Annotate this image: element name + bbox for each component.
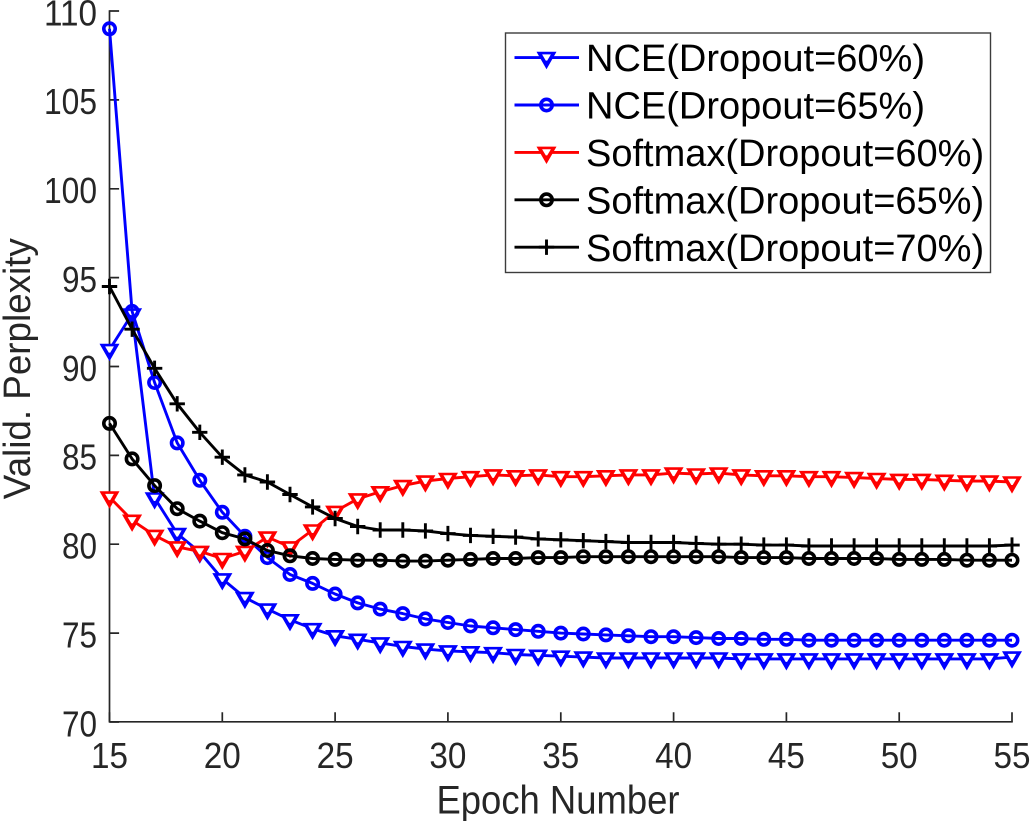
svg-text:Softmax(Dropout=70%): Softmax(Dropout=70%) — [586, 228, 984, 270]
svg-text:30: 30 — [429, 735, 466, 776]
svg-text:NCE(Dropout=65%): NCE(Dropout=65%) — [586, 86, 925, 128]
svg-text:15: 15 — [91, 735, 128, 776]
svg-text:35: 35 — [542, 735, 579, 776]
svg-text:105: 105 — [44, 81, 97, 122]
svg-text:20: 20 — [204, 735, 241, 776]
svg-text:50: 50 — [881, 735, 918, 776]
svg-text:100: 100 — [44, 170, 97, 211]
svg-text:45: 45 — [768, 735, 805, 776]
svg-text:70: 70 — [62, 703, 97, 744]
svg-text:NCE(Dropout=60%): NCE(Dropout=60%) — [586, 38, 925, 80]
svg-text:Valid. Perplexity: Valid. Perplexity — [0, 238, 39, 499]
svg-text:75: 75 — [62, 614, 97, 655]
svg-text:40: 40 — [655, 735, 692, 776]
svg-text:Softmax(Dropout=60%): Softmax(Dropout=60%) — [586, 133, 984, 175]
svg-text:90: 90 — [62, 348, 97, 389]
svg-text:Epoch Number: Epoch Number — [437, 779, 680, 821]
svg-text:25: 25 — [317, 735, 354, 776]
svg-text:110: 110 — [44, 0, 97, 33]
svg-text:80: 80 — [62, 526, 97, 567]
svg-text:85: 85 — [62, 437, 97, 478]
svg-text:95: 95 — [62, 259, 97, 300]
svg-text:Softmax(Dropout=65%): Softmax(Dropout=65%) — [586, 180, 984, 222]
svg-text:55: 55 — [994, 735, 1030, 776]
